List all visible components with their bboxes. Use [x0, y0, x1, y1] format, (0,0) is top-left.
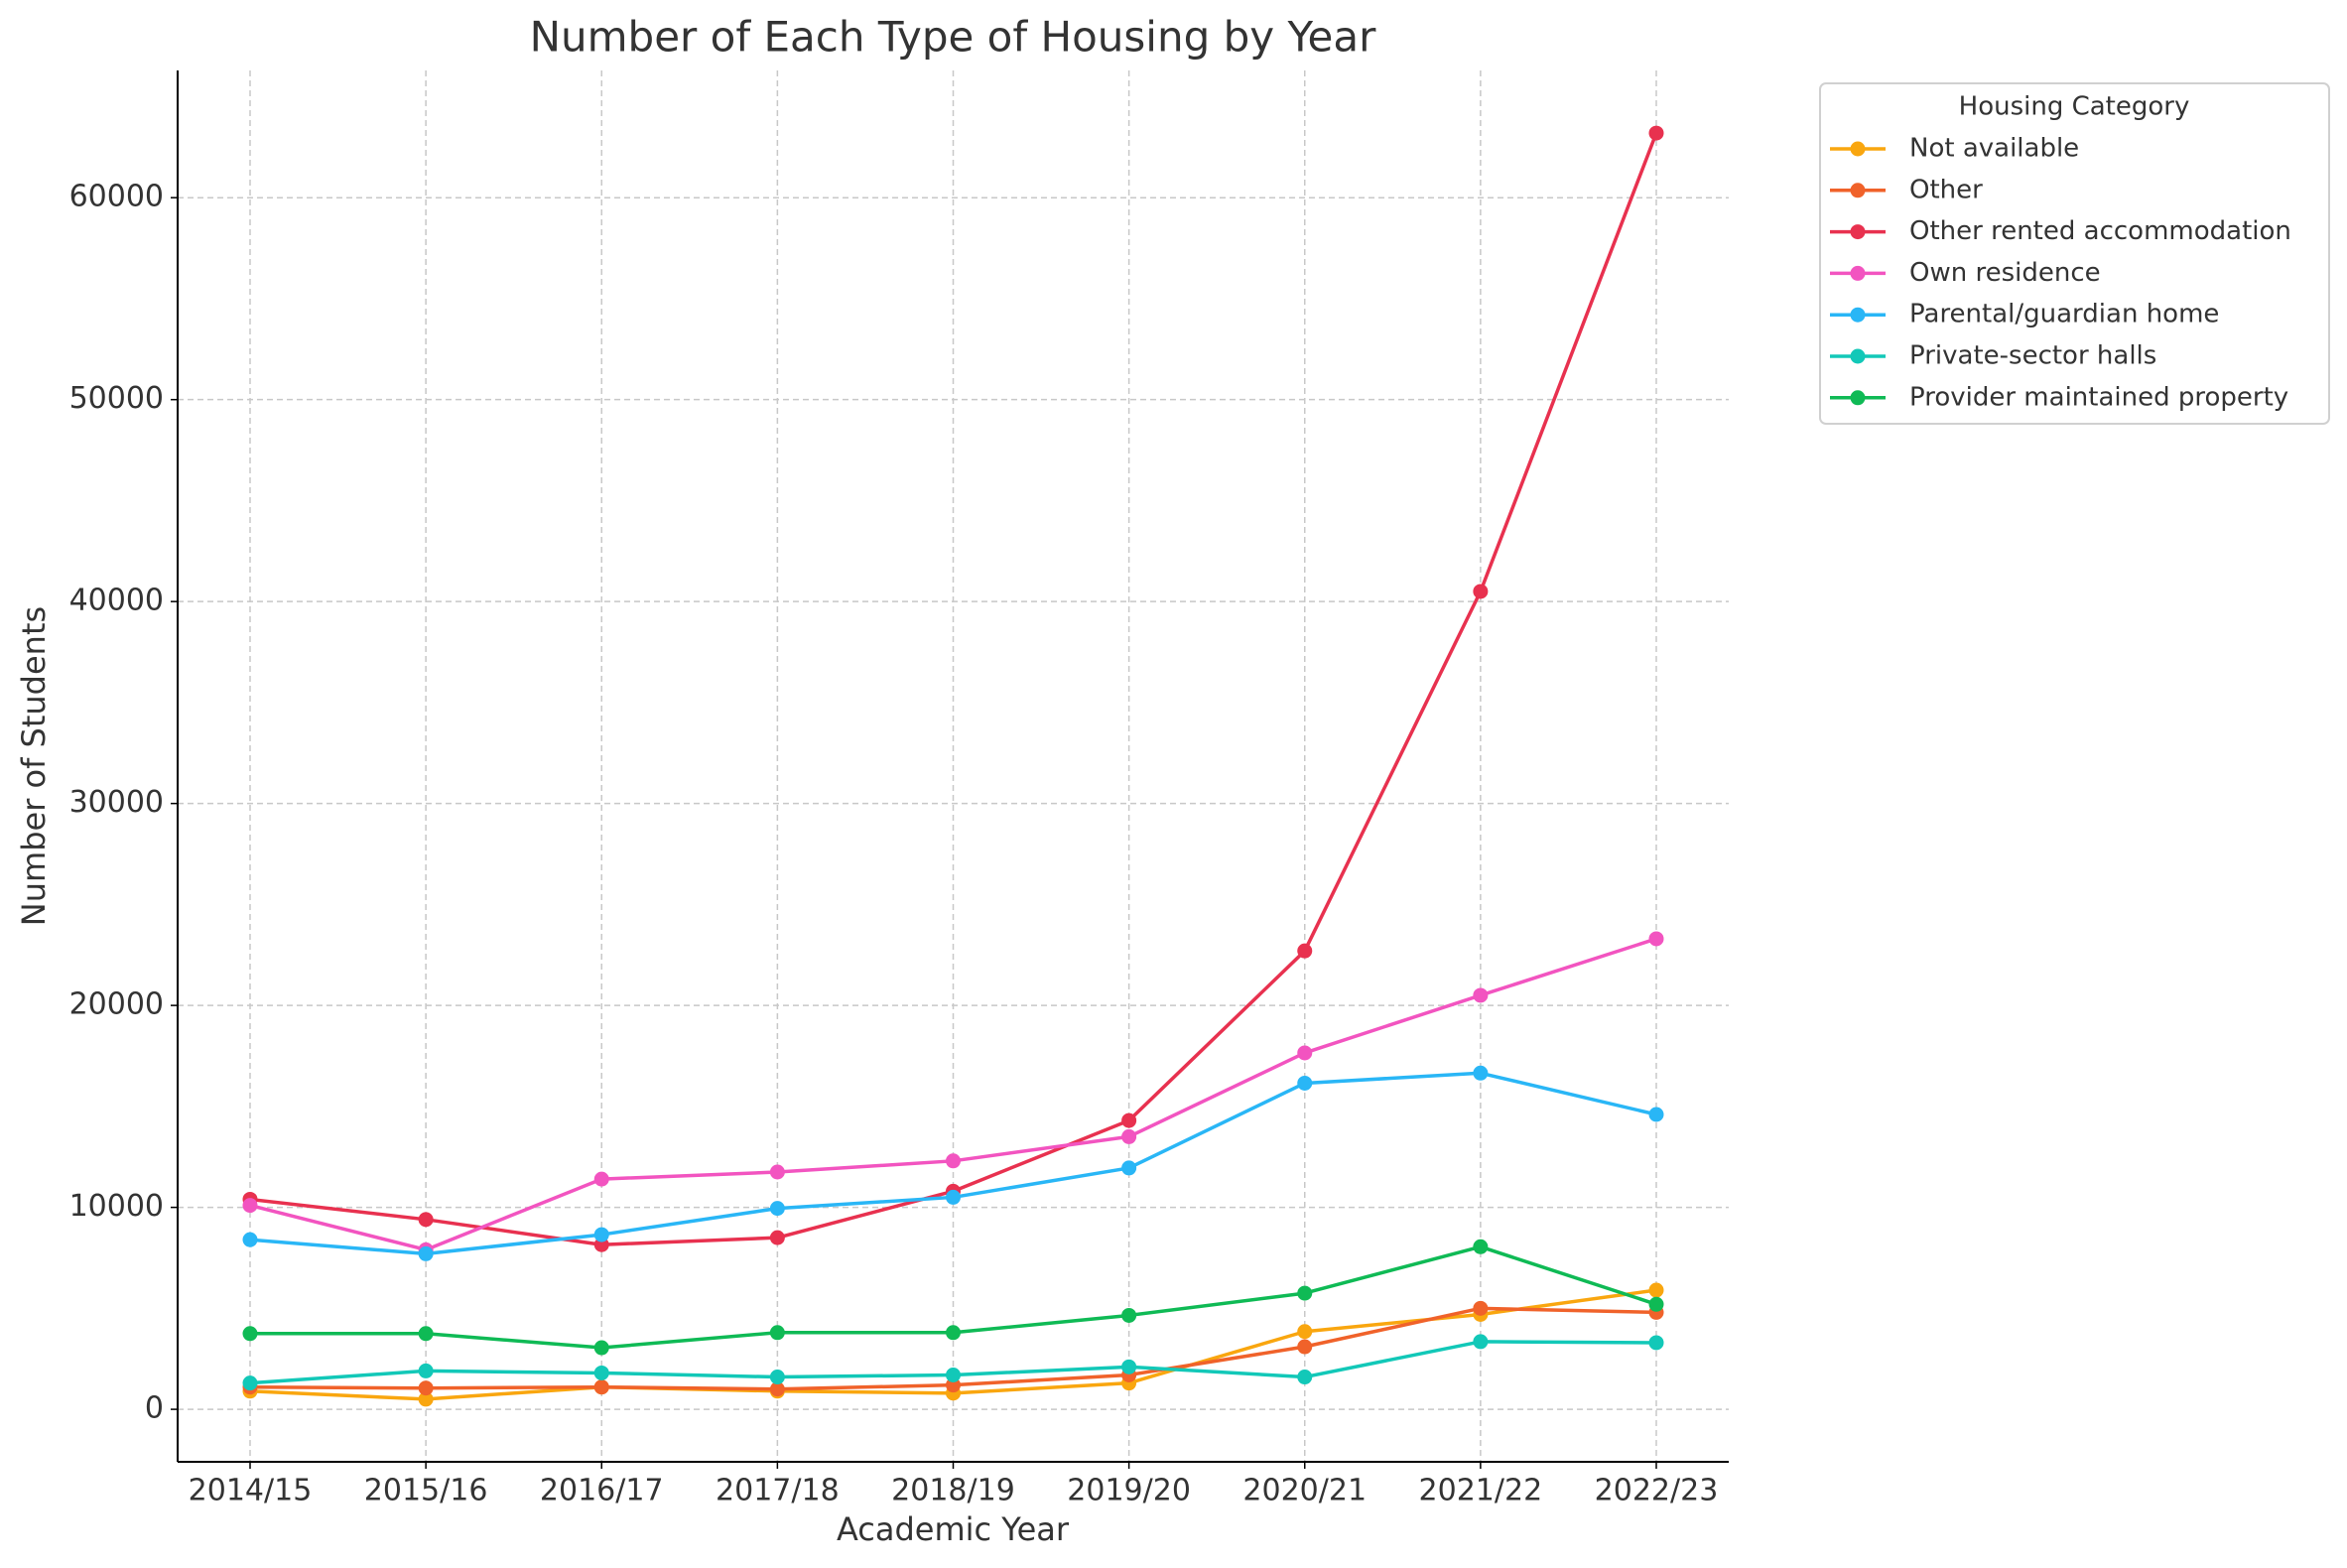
data-point	[418, 1363, 434, 1378]
data-point	[1473, 584, 1489, 599]
data-point	[593, 1365, 609, 1380]
chart-title: Number of Each Type of Housing by Year	[530, 13, 1376, 62]
data-point	[946, 1189, 961, 1205]
data-point	[1473, 1065, 1489, 1081]
data-point	[1297, 1075, 1313, 1091]
data-point	[1473, 1300, 1489, 1316]
data-point	[946, 1325, 961, 1341]
x-tick-label: 2018/19	[891, 1474, 1015, 1508]
data-point	[1473, 1239, 1489, 1254]
data-point	[1648, 1296, 1664, 1312]
data-point	[946, 1153, 961, 1169]
data-point	[1121, 1307, 1137, 1323]
data-point	[242, 1375, 258, 1391]
data-point	[1648, 1335, 1664, 1351]
legend-marker	[1850, 183, 1866, 198]
data-point	[593, 1379, 609, 1395]
x-tick-label: 2016/17	[540, 1474, 664, 1508]
data-point	[1648, 125, 1664, 141]
y-axis-title: Number of Students	[15, 606, 53, 926]
data-point	[418, 1380, 434, 1396]
data-point	[1297, 1285, 1313, 1301]
legend-label: Not available	[1909, 134, 2079, 164]
data-point	[593, 1171, 609, 1187]
legend-label: Parental/guardian home	[1909, 300, 2219, 329]
y-tick-label: 40000	[69, 584, 164, 618]
legend-marker	[1850, 265, 1866, 281]
data-point	[1648, 1107, 1664, 1122]
legend-box	[1819, 82, 2330, 425]
data-point	[1473, 1334, 1489, 1350]
y-tick-label: 50000	[69, 381, 164, 416]
x-tick-label: 2015/16	[364, 1474, 488, 1508]
data-point	[1297, 943, 1313, 959]
data-point	[1648, 1282, 1664, 1298]
data-point	[1297, 1339, 1313, 1355]
legend-title: Housing Category	[1959, 92, 2190, 122]
x-tick-label: 2014/15	[189, 1474, 313, 1508]
data-point	[1121, 1359, 1137, 1374]
y-tick-label: 20000	[69, 987, 164, 1022]
data-point	[1121, 1128, 1137, 1144]
x-tick-label: 2022/23	[1595, 1474, 1719, 1508]
data-point	[418, 1326, 434, 1342]
data-point	[242, 1232, 258, 1247]
data-point	[418, 1212, 434, 1228]
data-point	[769, 1325, 785, 1341]
legend-label: Private-sector halls	[1909, 341, 2156, 371]
data-point	[769, 1230, 785, 1245]
x-tick-label: 2017/18	[716, 1474, 840, 1508]
y-tick-label: 0	[145, 1391, 164, 1426]
data-point	[593, 1340, 609, 1356]
x-axis-title: Academic Year	[837, 1510, 1070, 1548]
data-point	[242, 1198, 258, 1214]
x-tick-label: 2020/21	[1242, 1474, 1367, 1508]
legend-marker	[1850, 348, 1866, 364]
data-point	[1648, 931, 1664, 947]
data-point	[769, 1381, 785, 1397]
legend-label: Provider maintained property	[1909, 382, 2288, 412]
legend-label: Own residence	[1909, 258, 2101, 288]
data-point	[1297, 1370, 1313, 1385]
data-point	[593, 1227, 609, 1242]
x-tick-label: 2019/20	[1067, 1474, 1191, 1508]
data-point	[769, 1164, 785, 1180]
legend-marker	[1850, 141, 1866, 157]
data-point	[418, 1245, 434, 1261]
data-point	[242, 1326, 258, 1342]
data-point	[1121, 1160, 1137, 1176]
data-point	[1297, 1045, 1313, 1061]
legend-marker	[1850, 224, 1866, 240]
data-point	[946, 1368, 961, 1383]
data-point	[418, 1391, 434, 1407]
y-tick-label: 30000	[69, 785, 164, 820]
legend-marker	[1850, 307, 1866, 323]
legend-label: Other	[1909, 175, 1983, 204]
data-point	[1473, 987, 1489, 1003]
data-point	[1121, 1112, 1137, 1128]
legend-label: Other rented accommodation	[1909, 216, 2291, 246]
data-point	[769, 1370, 785, 1385]
y-tick-label: 60000	[69, 180, 164, 214]
data-point	[769, 1201, 785, 1217]
data-point	[1297, 1324, 1313, 1340]
x-tick-label: 2021/22	[1419, 1474, 1543, 1508]
legend-marker	[1850, 390, 1866, 406]
y-tick-label: 10000	[69, 1189, 164, 1224]
